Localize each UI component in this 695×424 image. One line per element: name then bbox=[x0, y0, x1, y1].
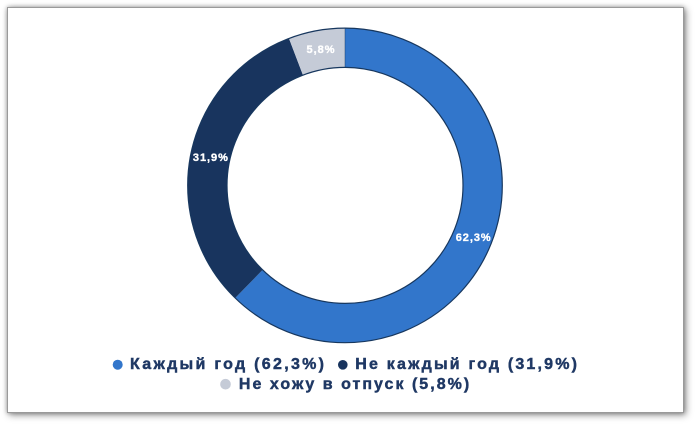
svg-text:31,9%: 31,9% bbox=[193, 152, 228, 164]
svg-text:62,3%: 62,3% bbox=[456, 232, 491, 244]
svg-text:Не хожу в отпуск (5,8%): Не хожу в отпуск (5,8%) bbox=[239, 376, 469, 393]
svg-text:Не каждый год (31,9%): Не каждый год (31,9%) bbox=[355, 356, 577, 373]
svg-text:5,8%: 5,8% bbox=[307, 44, 335, 56]
svg-text:Каждый год (62,3%): Каждый год (62,3%) bbox=[130, 356, 324, 373]
